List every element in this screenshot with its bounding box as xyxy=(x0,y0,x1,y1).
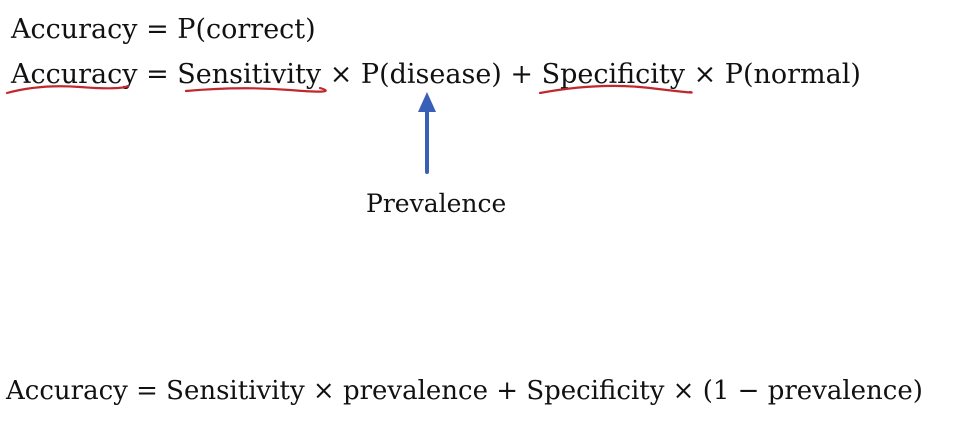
equation-accuracy-expansion: Accuracy = Sensitivity × P(disease) + Sp… xyxy=(11,59,861,90)
equation-accuracy-definition: Accuracy = P(correct) xyxy=(11,14,316,45)
prevalence-label: Prevalence xyxy=(366,189,507,218)
up-arrow-icon xyxy=(418,92,436,112)
equation-accuracy-prevalence: Accuracy = Sensitivity × prevalence + Sp… xyxy=(6,376,923,406)
